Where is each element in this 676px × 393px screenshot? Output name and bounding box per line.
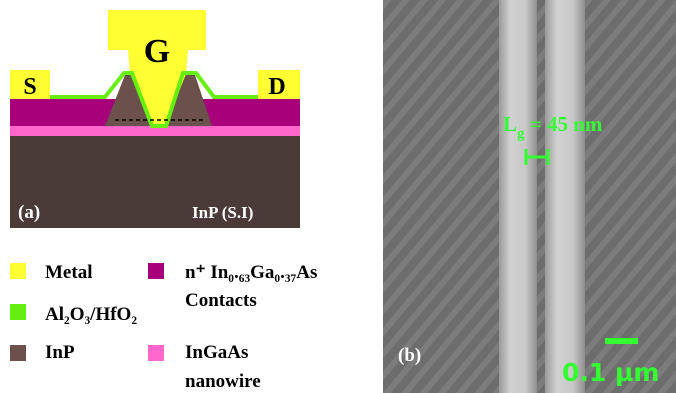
sem-image: Lg = 45 nm (b) 0.1 µm <box>383 0 676 393</box>
page: S G D (a) InP (S.I) Metal n⁺ In₀.₆₃Ga₀.₃… <box>0 0 676 393</box>
drain-label: D <box>268 74 285 100</box>
legend: Metal n⁺ In₀.₆₃Ga₀.₃₇As Contacts Al₂O₃/H… <box>10 262 317 392</box>
schematic: S G D (a) InP (S.I) <box>10 10 300 228</box>
legend-swatch <box>148 263 164 279</box>
legend-swatch <box>10 345 26 361</box>
legend-label: Al₂O₃/HfO₂ <box>45 304 137 325</box>
value: = 45 nm <box>525 112 603 136</box>
legend-swatch <box>10 304 26 320</box>
legend-label: Metal <box>45 262 92 283</box>
legend-swatch <box>10 263 26 279</box>
legend-label: Contacts <box>185 290 257 311</box>
substrate-label: InP (S.I) <box>192 203 253 222</box>
gate-finger <box>545 0 585 393</box>
panel-label: (a) <box>18 202 40 223</box>
legend-label: n⁺ In₀.₆₃Ga₀.₃₇As <box>185 262 317 283</box>
scale-label: 0.1 µm <box>562 358 659 387</box>
legend-label: nanowire <box>185 371 261 392</box>
gate-label: G <box>144 33 170 70</box>
panel-label: (b) <box>398 345 421 366</box>
gate-finger <box>499 0 537 393</box>
figure: S G D (a) InP (S.I) Metal n⁺ In₀.₆₃Ga₀.₃… <box>0 0 676 393</box>
substrate <box>10 136 300 228</box>
source-label: S <box>23 74 36 100</box>
legend-label: InP <box>45 342 75 363</box>
legend-label: InGaAs <box>185 342 248 363</box>
legend-swatch <box>148 345 164 361</box>
symbol: L <box>503 112 517 136</box>
scale-bar <box>605 338 638 344</box>
